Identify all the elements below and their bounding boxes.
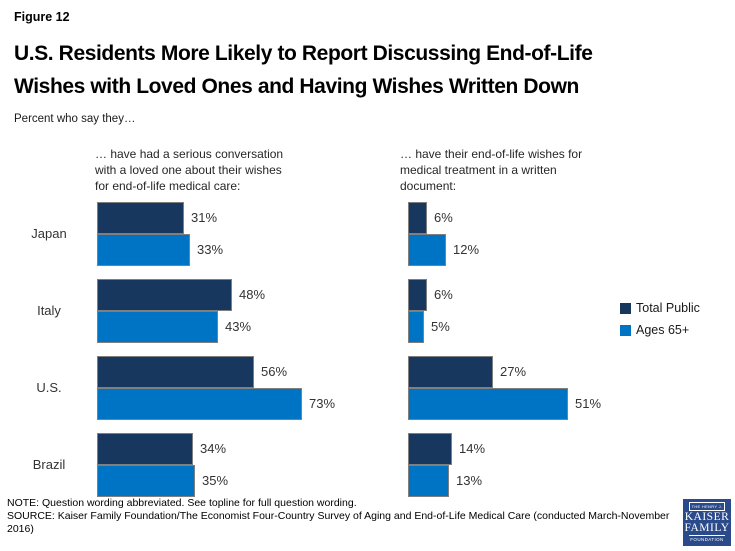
legend-swatch-icon [620,302,631,314]
category-label-japan: Japan [31,226,67,241]
bar-ages-65-italy-panel1 [97,311,218,343]
bar-total-public-japan-panel1 [97,202,184,234]
bar-total-public-italy-panel1 [97,279,232,311]
bar-ages-65-japan-panel1 [97,234,190,266]
bar-total-public-u-s-panel1 [97,356,254,388]
chart-title: U.S. Residents More Likely to Report Dis… [14,42,593,98]
legend-item-ages-65: Ages 65+ [620,323,700,337]
legend-swatch-icon [620,324,631,336]
footer: NOTE: Question wording abbreviated. See … [7,497,679,536]
bar-value-label: 35% [202,473,229,488]
bar-value-label: 73% [309,396,336,411]
bar-value-label: 6% [434,210,453,225]
bar-value-label: 51% [575,396,602,411]
figure-number: Figure 12 [14,10,70,24]
bar-value-label: 12% [453,242,480,257]
bar-value-label: 13% [456,473,483,488]
bar-total-public-japan-panel2 [408,202,427,234]
bar-value-label: 5% [431,319,450,334]
panel-title-written-document: … have their end-of-life wishes for medi… [400,147,583,193]
note-text: NOTE: Question wording abbreviated. See … [7,497,357,509]
category-label-italy: Italy [37,303,61,318]
category-label-brazil: Brazil [32,457,66,472]
bar-ages-65-italy-panel2 [408,311,424,343]
bar-value-label: 34% [200,441,227,456]
bar-value-label: 14% [459,441,486,456]
bar-ages-65-japan-panel2 [408,234,446,266]
chart-legend: Total Public Ages 65+ [620,301,700,345]
bar-ages-65-u-s-panel1 [97,388,302,420]
bar-ages-65-brazil-panel1 [97,465,195,497]
panel-title-conversation: … have had a serious conversation with a… [95,147,284,193]
bar-value-label: 6% [434,287,453,302]
chart-subtitle: Percent who say they… [14,113,136,125]
bar-value-label: 31% [191,210,218,225]
category-label-u-s: U.S. [36,380,62,395]
kff-logo-top-text: THE HENRY J. [688,502,726,511]
kff-logo: THE HENRY J. KAISER FAMILY FOUNDATION [683,499,731,546]
bar-value-label: 43% [225,319,252,334]
kff-logo-foundation-text: FOUNDATION [690,537,724,542]
bar-ages-65-u-s-panel2 [408,388,568,420]
source-text: SOURCE: Kaiser Family Foundation/The Eco… [7,510,670,535]
kff-logo-kaiser-text: KAISER [684,511,730,523]
bar-total-public-italy-panel2 [408,279,427,311]
legend-label: Total Public [636,301,700,315]
bar-value-label: 33% [197,242,224,257]
bar-ages-65-brazil-panel2 [408,465,449,497]
legend-item-total-public: Total Public [620,301,700,315]
bar-value-label: 27% [500,364,527,379]
bar-value-label: 56% [261,364,288,379]
bar-total-public-u-s-panel2 [408,356,493,388]
bar-value-label: 48% [239,287,266,302]
legend-label: Ages 65+ [636,323,690,337]
bar-total-public-brazil-panel2 [408,433,452,465]
kff-logo-family-text: FAMILY [684,522,730,534]
bar-total-public-brazil-panel1 [97,433,193,465]
kff-logo-divider [689,535,725,536]
